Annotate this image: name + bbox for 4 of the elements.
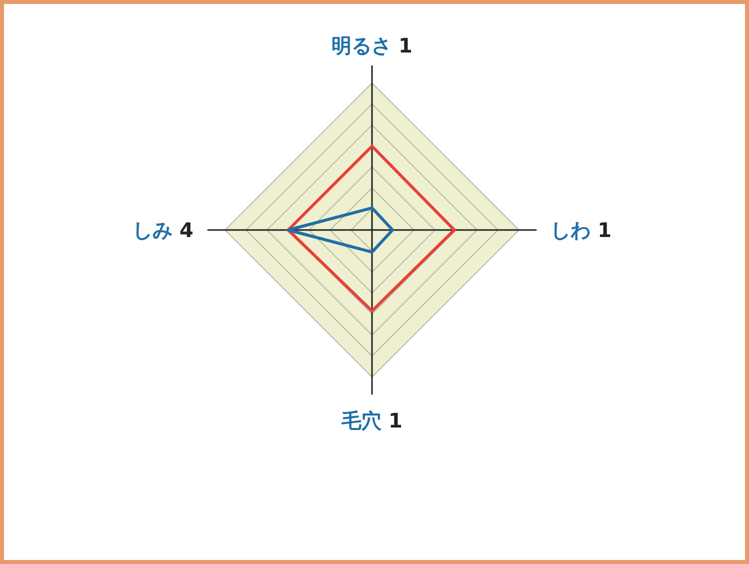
spoke-label: しわ 1: [550, 218, 612, 242]
spoke-label: しみ 4: [132, 218, 194, 242]
spoke-label: 毛穴 1: [340, 408, 402, 433]
spoke-label: 明るさ 1: [332, 33, 412, 58]
